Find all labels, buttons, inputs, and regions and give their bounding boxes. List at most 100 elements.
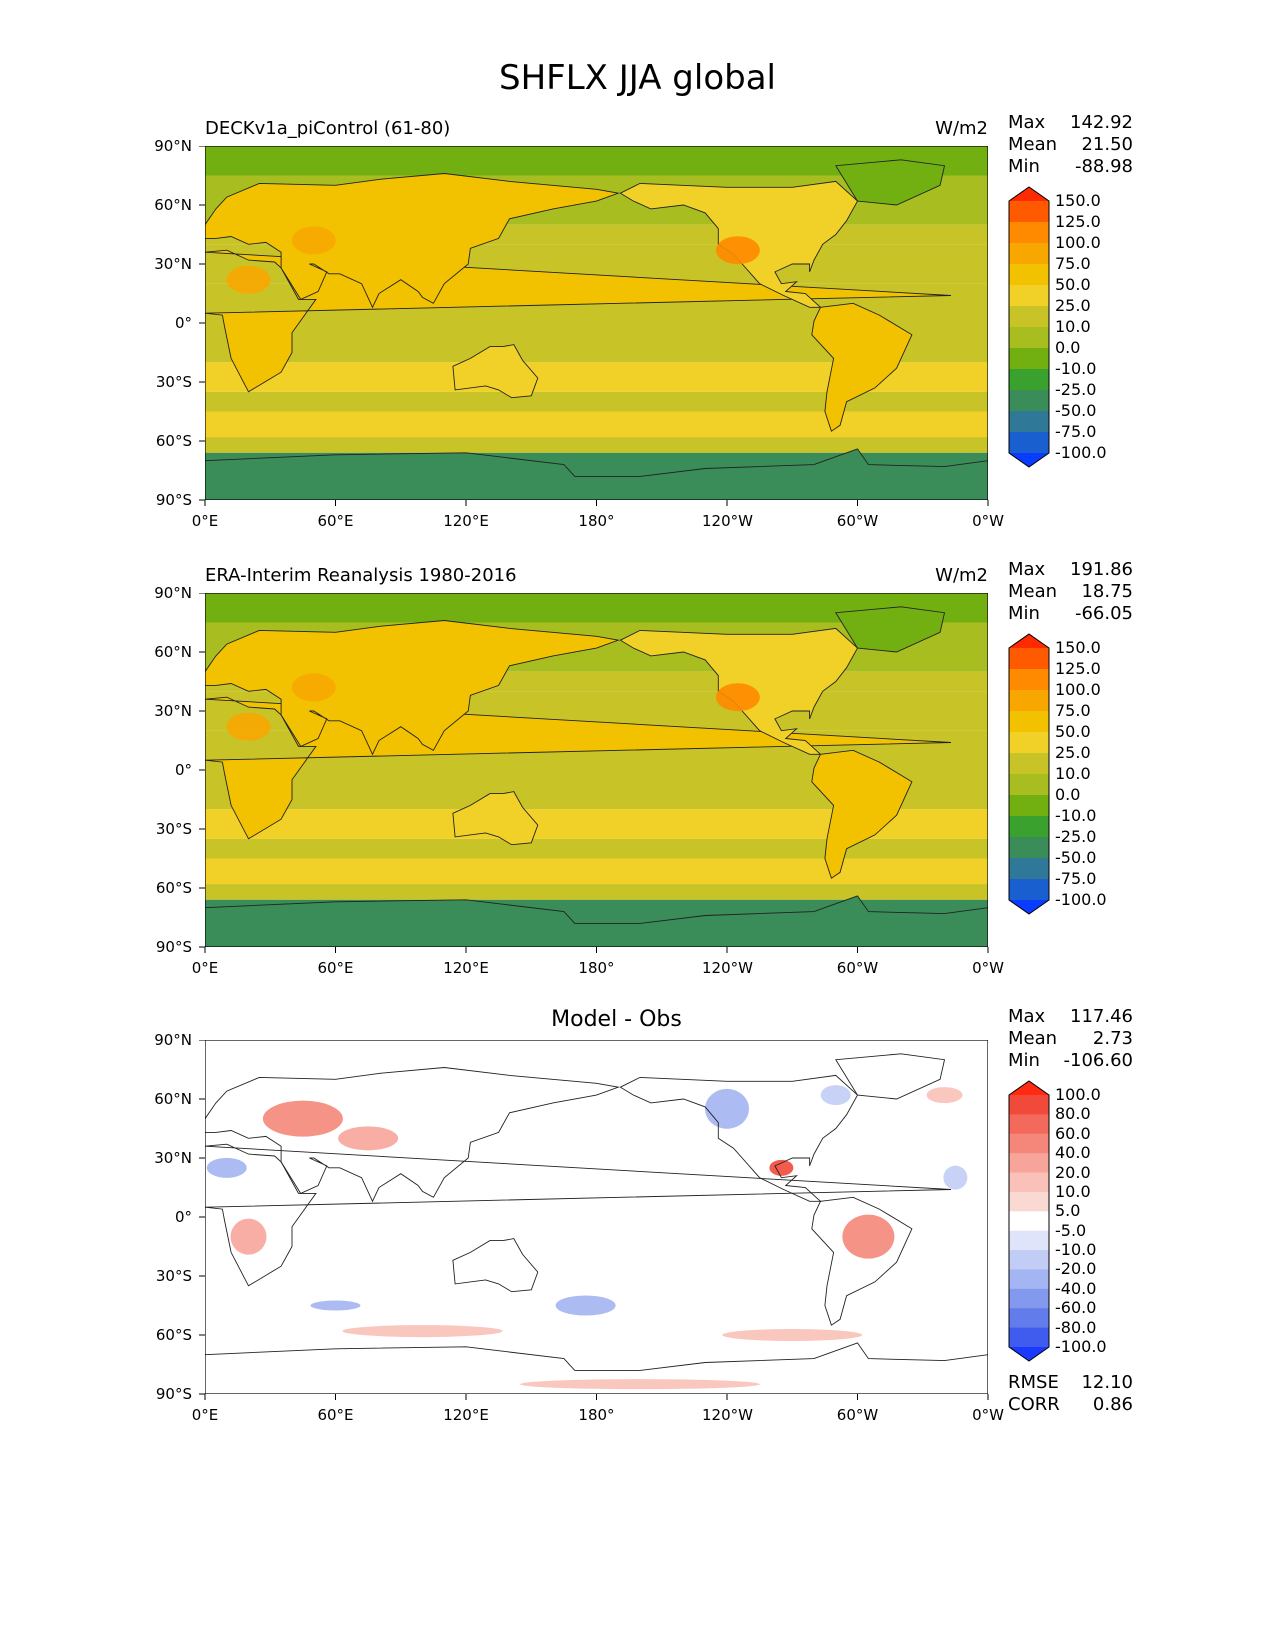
y-tick-label: 30°S (155, 1267, 192, 1285)
samerica-outline (811, 1196, 913, 1326)
map-feature (226, 265, 271, 294)
stat-value: 21.50 (1081, 134, 1133, 155)
y-tick-label: 60°S (155, 432, 192, 450)
colorbar-segment (1009, 879, 1049, 901)
colorbar-tick-label: 25.0 (1055, 296, 1091, 315)
colorbar-segment (1009, 690, 1049, 712)
y-tick-label: 0° (174, 761, 192, 779)
antarctica-landmass (205, 448, 988, 500)
colorbar-segment (1009, 327, 1049, 349)
colorbar-segment (1009, 711, 1049, 733)
stat-value: -106.60 (1063, 1050, 1133, 1071)
anomaly-region (338, 1126, 399, 1151)
australia-landmass (452, 344, 539, 399)
colorbar-segment (1009, 264, 1049, 286)
australia-outline (452, 1238, 539, 1293)
metric-row: CORR 0.86 (1008, 1394, 1133, 1416)
colorbar-segment (1009, 753, 1049, 775)
colorbar-tick-label: -100.0 (1055, 890, 1107, 909)
colorbar-segment (1009, 390, 1049, 412)
colorbar-tick-label: -25.0 (1055, 380, 1097, 399)
colorbar (1008, 186, 1050, 468)
colorbar-tick-label: -80.0 (1055, 1317, 1097, 1337)
anomaly-region (722, 1329, 863, 1341)
anomaly-region (262, 1100, 343, 1137)
colorbar-tick-label: -5.0 (1055, 1220, 1087, 1240)
y-tick-label: 90°S (155, 491, 192, 509)
y-tick-label: 30°N (154, 702, 192, 720)
metric-row: RMSE 12.10 (1008, 1372, 1133, 1394)
antarctica-outline (205, 1342, 988, 1394)
colorbar-segment (1009, 1230, 1049, 1251)
colorbar-segment (1009, 432, 1049, 454)
colorbar-tick-label: 100.0 (1055, 1085, 1101, 1104)
x-tick-label: 180° (578, 512, 615, 530)
stat-value: 18.75 (1081, 581, 1133, 602)
colorbar-segment (1009, 1250, 1049, 1270)
anomaly-region (820, 1085, 851, 1106)
colorbar-tick-label: 125.0 (1055, 659, 1101, 678)
map-band (205, 858, 988, 885)
colorbar-tick-label: 25.0 (1055, 743, 1091, 762)
axis-ticks (199, 146, 989, 506)
axis-ticks (199, 593, 989, 953)
map-feature (226, 712, 271, 741)
colorbar-segment (1009, 222, 1049, 244)
colorbar-segment (1009, 285, 1049, 307)
x-tick-label: 0°E (191, 512, 219, 530)
colorbar-tick-label: -10.0 (1055, 806, 1097, 825)
y-tick-label: 0° (174, 314, 192, 332)
colorbar-tick-label: 10.0 (1055, 1181, 1091, 1201)
stat-value: -66.05 (1074, 603, 1133, 624)
y-tick-label: 30°S (155, 820, 192, 838)
y-tick-label: 90°S (155, 1385, 192, 1403)
colorbar-segment (1009, 1269, 1049, 1290)
eurasia-landmass (205, 173, 621, 309)
colorbar-tick-label: 10.0 (1055, 764, 1091, 783)
colorbar-extend-max (1009, 1081, 1049, 1095)
colorbar-segment (1009, 1211, 1049, 1232)
stat-value: 191.86 (1070, 559, 1133, 580)
anomaly-region (230, 1218, 267, 1255)
metric-value: 0.86 (1092, 1394, 1133, 1415)
metric-label: RMSE (1008, 1372, 1059, 1393)
colorbar-tick-label: 75.0 (1055, 701, 1091, 720)
x-tick-label: 60°W (836, 512, 879, 530)
map-feature (291, 226, 336, 255)
map-feature (846, 328, 891, 357)
colorbar-extend-max (1009, 634, 1049, 648)
colorbar-tick-label: 60.0 (1055, 1123, 1091, 1143)
greenland-outline (835, 1053, 946, 1100)
x-tick-label: 120°E (443, 512, 489, 530)
colorbar-segment (1009, 774, 1049, 796)
stat-label: Min (1008, 1050, 1040, 1071)
stat-row: Max 191.86 (1008, 559, 1133, 581)
units-label: W/m2 (935, 565, 988, 586)
colorbar-tick-label: -10.0 (1055, 359, 1097, 378)
stat-row: Min -88.98 (1008, 156, 1133, 178)
colorbar-tick-label: -75.0 (1055, 422, 1097, 441)
colorbar-segment (1009, 1191, 1049, 1212)
colorbar-tick-label: -75.0 (1055, 869, 1097, 888)
colorbar-tick-label: -25.0 (1055, 827, 1097, 846)
y-tick-label: 30°S (155, 373, 192, 391)
colorbar-segment (1009, 1133, 1049, 1154)
stat-label: Min (1008, 156, 1040, 177)
stat-value: 142.92 (1070, 112, 1133, 133)
x-tick-label: 120°W (702, 959, 753, 977)
y-tick-label: 60°N (154, 1090, 192, 1108)
y-tick-label: 30°N (154, 1149, 192, 1167)
colorbar-segment (1009, 1153, 1049, 1174)
colorbar-extend-max (1009, 187, 1049, 201)
x-tick-label: 0°E (191, 1406, 219, 1424)
colorbar-tick-label: -60.0 (1055, 1298, 1097, 1318)
colorbar-tick-label: -100.0 (1055, 1337, 1107, 1356)
y-tick-label: 90°N (154, 584, 192, 602)
panel-title: DECKv1a_piControl (61-80) (205, 118, 451, 139)
stat-row: Min -66.05 (1008, 603, 1133, 625)
stat-row: Mean 18.75 (1008, 581, 1133, 603)
stat-label: Min (1008, 603, 1040, 624)
africa-outline (205, 1143, 952, 1287)
stat-label: Max (1008, 112, 1046, 133)
stat-label: Mean (1008, 1028, 1058, 1049)
